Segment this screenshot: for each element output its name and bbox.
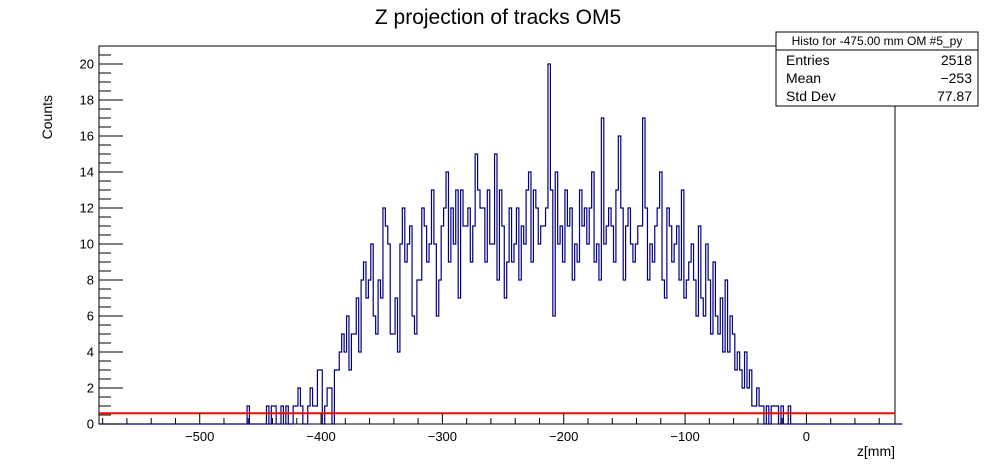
stats-entries-value: 2518 [941, 52, 972, 68]
y-tick-label: 12 [80, 201, 94, 216]
y-tick-label: 14 [80, 165, 94, 180]
x-tick-label: −100 [670, 429, 699, 444]
stats-box-title: Histo for -475.00 mm OM #5_py [792, 34, 963, 48]
x-tick-label: −400 [306, 429, 335, 444]
stats-box-frame [775, 31, 979, 107]
x-axis-ticks: −500 −400 −300 −200 −100 0 [102, 413, 880, 444]
y-tick-label: 6 [87, 309, 94, 324]
stats-stddev-value: 77.87 [937, 88, 972, 104]
y-tick-label: 18 [80, 93, 94, 108]
x-tick-label: −300 [428, 429, 457, 444]
y-tick-label: 20 [80, 57, 94, 72]
y-tick-label: 2 [87, 381, 94, 396]
histogram-layer [99, 63, 903, 425]
x-tick-label: −500 [185, 429, 214, 444]
stats-mean-label: Mean [786, 70, 821, 86]
chart-title: Z projection of tracks OM5 [375, 6, 621, 29]
stats-box: Histo for -475.00 mm OM #5_py Entries 25… [775, 31, 979, 107]
stats-mean-value: −253 [940, 70, 972, 86]
y-tick-label: 10 [80, 237, 94, 252]
y-tick-label: 16 [80, 129, 94, 144]
y-tick-label: 0 [87, 417, 94, 432]
histogram-series-0 [99, 63, 903, 425]
y-tick-label: 4 [87, 345, 94, 360]
x-tick-label: 0 [803, 429, 810, 444]
y-axis-label: Counts [39, 95, 55, 139]
x-axis-label: z[mm] [857, 443, 895, 459]
y-axis-ticks: 0 2 4 6 8 10 12 14 16 18 20 [80, 45, 123, 432]
y-tick-label: 8 [87, 273, 94, 288]
stats-entries-label: Entries [786, 52, 830, 68]
x-tick-label: −200 [549, 429, 578, 444]
stats-stddev-label: Std Dev [786, 88, 836, 104]
